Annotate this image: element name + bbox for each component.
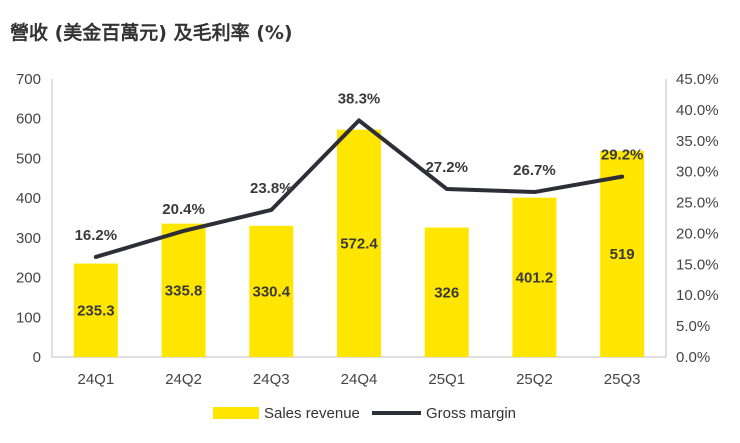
gross-margin-data-label: 27.2%	[425, 159, 468, 176]
x-tick-label: 24Q4	[341, 371, 378, 388]
y-right-tick-label: 25.0%	[676, 195, 719, 212]
y-right-tick-label: 0.0%	[676, 349, 710, 366]
y-right-tick-label: 35.0%	[676, 133, 719, 150]
y-left-tick-label: 700	[16, 71, 41, 88]
revenue-data-label: 401.2	[516, 269, 554, 286]
y-right-tick-label: 20.0%	[676, 225, 719, 242]
chart-title: 營收 (美金百萬元) 及毛利率 (%)	[10, 22, 293, 44]
y-right-tick-label: 10.0%	[676, 287, 719, 304]
revenue-bar	[424, 227, 469, 357]
revenue-bar	[337, 129, 381, 357]
y-right-tick-label: 15.0%	[676, 256, 719, 273]
x-tick-label: 25Q1	[428, 371, 465, 388]
y-left-tick-label: 300	[16, 230, 41, 247]
revenue-data-label: 330.4	[253, 283, 291, 300]
y-left-tick-label: 0	[33, 349, 41, 366]
y-left-tick-label: 600	[16, 111, 41, 128]
x-tick-label: 25Q2	[516, 371, 553, 388]
y-right-tick-label: 40.0%	[676, 102, 719, 119]
x-tick-label: 25Q3	[604, 371, 641, 388]
y-left-tick-label: 500	[16, 150, 41, 167]
revenue-data-label: 326	[434, 284, 459, 301]
y-right-tick-label: 30.0%	[676, 164, 719, 181]
revenue-bar	[73, 263, 118, 357]
gross-margin-data-label: 16.2%	[75, 227, 118, 244]
revenue-bar	[161, 223, 206, 357]
x-tick-label: 24Q3	[253, 371, 290, 388]
gross-margin-data-label: 20.4%	[162, 201, 205, 218]
gross-margin-line	[93, 118, 625, 259]
y-left-tick-label: 200	[16, 270, 41, 287]
revenue-data-label: 519	[610, 246, 635, 263]
y-right-tick-label: 45.0%	[676, 71, 719, 88]
legend-revenue-label: Sales revenue	[264, 405, 360, 422]
y-right-tick-label: 5.0%	[676, 318, 710, 335]
gross-margin-data-label: 29.2%	[601, 147, 644, 164]
legend-margin-label: Gross margin	[426, 405, 516, 422]
revenue-data-label: 335.8	[165, 282, 203, 299]
revenue-data-label: 235.3	[77, 302, 115, 319]
gross-margin-data-label: 23.8%	[250, 180, 293, 197]
legend-revenue-swatch	[213, 407, 259, 419]
revenue-bar	[249, 225, 294, 357]
x-tick-label: 24Q2	[165, 371, 202, 388]
y-left-tick-label: 400	[16, 190, 41, 207]
gross-margin-data-label: 38.3%	[338, 90, 381, 107]
gross-margin-data-label: 26.7%	[513, 162, 556, 179]
revenue-bar	[600, 150, 645, 357]
x-tick-label: 24Q1	[78, 371, 115, 388]
y-left-tick-label: 100	[16, 309, 41, 326]
revenue-bar	[512, 197, 557, 357]
revenue-data-label: 572.4	[340, 235, 378, 252]
